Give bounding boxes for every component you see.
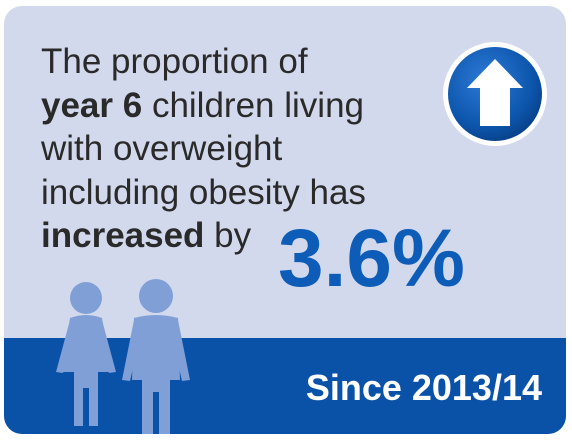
headline-line-2: year 6 children living [41, 84, 441, 128]
since-label: Since 2013/14 [305, 367, 542, 408]
children-silhouette-icon [56, 279, 190, 434]
headline-line-1: The proportion of [41, 42, 308, 81]
headline-line-4: including obesity has [41, 172, 366, 212]
headline-line-2-rest: children living [142, 85, 364, 125]
headline-year-6: year 6 [41, 85, 143, 125]
increase-percentage: 3.6% [278, 213, 465, 304]
headline-increased: increased [41, 216, 205, 255]
arrow-up-circle-icon [443, 42, 547, 146]
headline-line-5-rest: by [204, 216, 252, 255]
stat-card: The proportion of year 6 children living… [4, 6, 566, 434]
headline-text: The proportion of year 6 children living… [41, 40, 441, 258]
headline-line-5: increased by [41, 214, 441, 258]
headline-line-3: with overweight [41, 129, 283, 168]
